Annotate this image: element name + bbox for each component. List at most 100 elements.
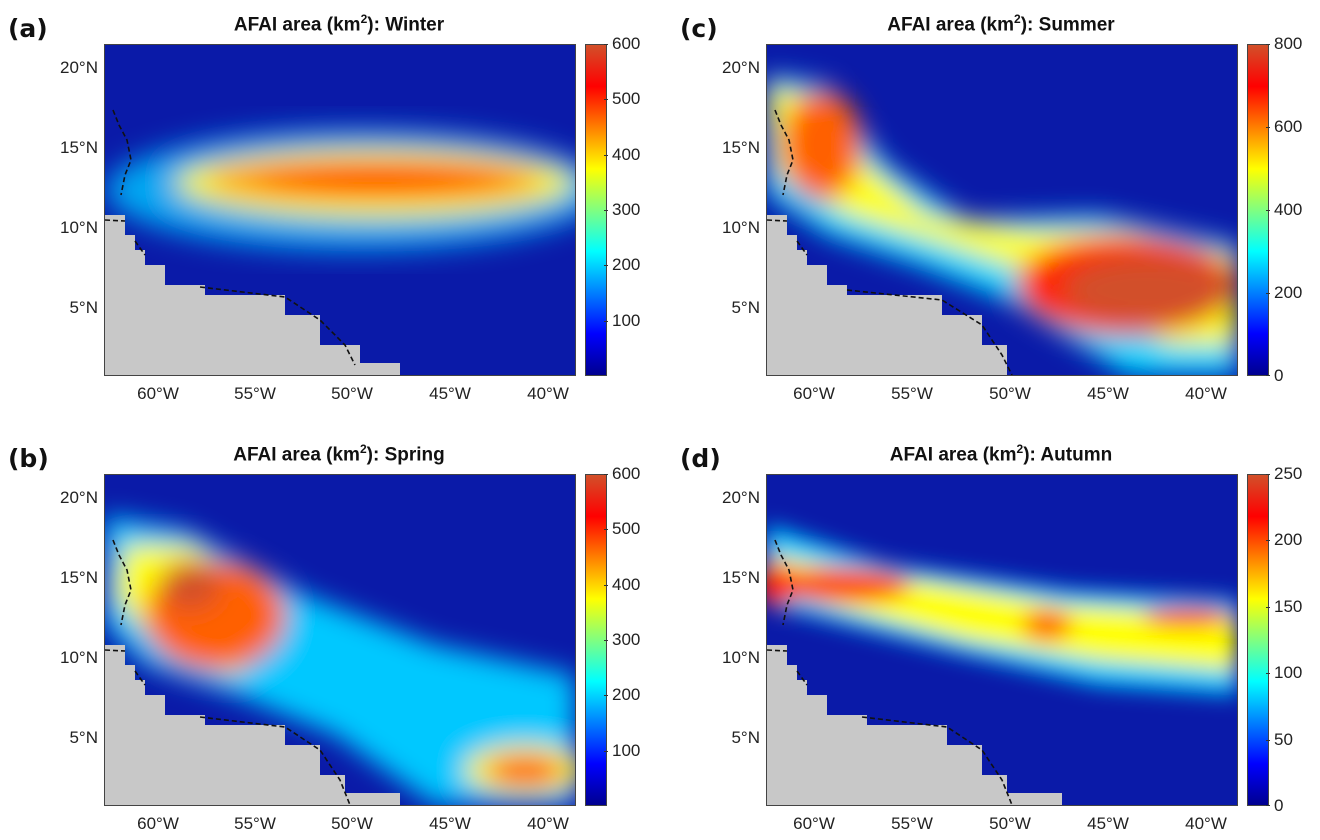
panel-letter: (c) (680, 14, 718, 43)
colorbar-tick-label: 500 (612, 519, 641, 539)
colorbar-tick-label: 200 (612, 685, 641, 705)
map-autumn (766, 474, 1238, 806)
colorbar-tick-mark (604, 529, 608, 531)
colorbar-tick-mark (1266, 293, 1270, 294)
colorbar-tick-label: 400 (612, 144, 641, 164)
lon-label: 45°W (429, 814, 471, 833)
colorbar-tick-mark (604, 320, 608, 322)
colorbar-tick-mark (1266, 540, 1270, 542)
lat-label: 10°N (60, 218, 98, 237)
panel-a: (a) AFAI area (km2): Winter 20°N 15°N 10… (0, 0, 650, 410)
lon-label: 45°W (1087, 384, 1129, 403)
land-mass (105, 215, 400, 375)
panel-b: (b) AFAI area (km2): Spring 20°N 15°N 10… (0, 430, 650, 840)
colorbar-tick-label: 200 (612, 255, 641, 275)
lon-label: 50°W (989, 384, 1031, 403)
colorbar-tick-mark (604, 44, 608, 45)
colorbar-tick-mark (1266, 739, 1270, 741)
coastline (105, 539, 351, 805)
lon-label: 50°W (989, 814, 1031, 833)
coastline (105, 109, 356, 366)
lat-label: 20°N (722, 488, 760, 507)
lat-label: 10°N (722, 218, 760, 237)
lat-label: 10°N (722, 648, 760, 667)
colorbar-tick-label: 400 (612, 574, 641, 594)
land-mass (105, 645, 400, 805)
colorbar-tick-label: 0 (1274, 796, 1284, 815)
lon-label: 55°W (891, 384, 933, 403)
lon-label: 60°W (137, 384, 179, 403)
lon-label: 50°W (331, 384, 373, 403)
lon-label: 55°W (234, 814, 276, 833)
land-mass (767, 645, 1062, 805)
colorbar-tick-label: 600 (612, 464, 641, 483)
lat-label: 20°N (60, 58, 98, 77)
panel-letter: (d) (680, 444, 721, 473)
colorbar-tick-label: 100 (612, 310, 641, 330)
lon-label: 60°W (137, 814, 179, 833)
coastline (767, 539, 1013, 805)
map-spring (104, 474, 576, 806)
lon-label: 50°W (331, 814, 373, 833)
colorbar-tick-label: 50 (1274, 729, 1293, 749)
colorbar-tick-label: 200 (1274, 283, 1303, 302)
colorbar-tick-mark (1266, 210, 1270, 211)
colorbar-tick-label: 500 (612, 89, 641, 109)
colorbar-tick-label: 150 (1274, 596, 1303, 616)
colorbar-tick-mark (1266, 474, 1270, 475)
map-winter (104, 44, 576, 376)
lon-label: 45°W (1087, 814, 1129, 833)
colorbar-tick-mark (1266, 44, 1270, 45)
colorbar-tick-mark (1266, 805, 1270, 806)
colorbar (1247, 474, 1269, 806)
colorbar-tick-label: 600 (1274, 117, 1303, 136)
panel-title: AFAI area (km2): Autumn (889, 442, 1113, 466)
lon-label: 55°W (891, 814, 933, 833)
colorbar-tick-mark (1266, 606, 1270, 608)
lon-label: 60°W (793, 384, 835, 403)
colorbar-tick-label: 600 (612, 34, 641, 53)
colorbar-tick-mark (604, 640, 608, 641)
colorbar-tick-mark (604, 210, 608, 211)
lon-label: 60°W (793, 814, 835, 833)
panel-d: (d) AFAI area (km2): Autumn 20°N 15°N 10… (662, 430, 1312, 840)
colorbar-tick-mark (604, 584, 608, 586)
lat-label: 20°N (60, 488, 98, 507)
map-summer (766, 44, 1238, 376)
lat-label: 20°N (722, 58, 760, 77)
colorbar-tick-mark (604, 695, 608, 697)
colorbar-tick-label: 100 (1274, 663, 1303, 683)
colorbar-tick-mark (604, 99, 608, 101)
lon-label: 40°W (527, 814, 569, 833)
colorbar-tick-mark (1266, 127, 1270, 128)
coastline (767, 109, 1013, 375)
colorbar-tick-mark (604, 154, 608, 156)
lon-label: 55°W (234, 384, 276, 403)
colorbar-tick-label: 800 (1274, 34, 1303, 53)
lat-label: 15°N (60, 138, 98, 157)
lat-label: 10°N (60, 648, 98, 667)
colorbar-tick-label: 300 (612, 200, 641, 219)
lon-label: 40°W (1185, 814, 1227, 833)
lat-label: 15°N (60, 568, 98, 587)
colorbar-tick-mark (604, 750, 608, 752)
lat-label: 5°N (69, 298, 98, 317)
panel-title: AFAI area (km2): Spring (233, 442, 445, 466)
colorbar-tick-label: 300 (612, 630, 641, 649)
lat-label: 15°N (722, 568, 760, 587)
panel-letter: (a) (8, 14, 48, 43)
colorbar-tick-mark (1266, 375, 1270, 376)
lat-label: 5°N (69, 728, 98, 747)
lon-label: 40°W (1185, 384, 1227, 403)
colorbar-tick-label: 100 (612, 740, 641, 760)
colorbar-tick-mark (1266, 673, 1270, 675)
panel-title: AFAI area (km2): Winter (233, 12, 445, 36)
panel-c: (c) AFAI area (km2): Summer 20°N 15°N 10… (662, 0, 1312, 410)
colorbar-tick-label: 200 (1274, 530, 1303, 550)
colorbar-tick-label: 250 (1274, 464, 1303, 483)
lat-label: 5°N (731, 728, 760, 747)
colorbar-tick-label: 0 (1274, 366, 1284, 385)
panel-letter: (b) (8, 444, 49, 473)
colorbar-tick-mark (604, 265, 608, 267)
colorbar-tick-mark (604, 474, 608, 475)
